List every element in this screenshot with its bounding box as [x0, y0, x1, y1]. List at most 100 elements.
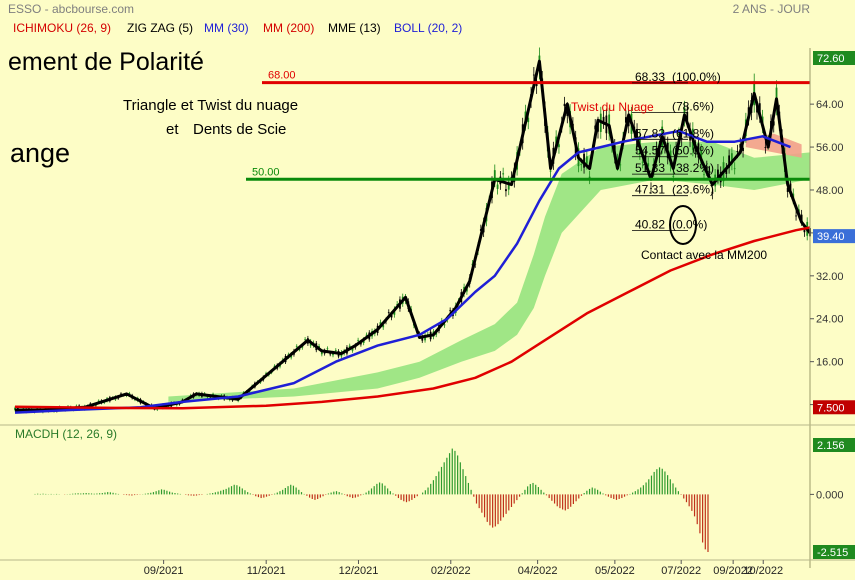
axes: 64.0056.0048.0040.0032.0024.0016.008.000… — [0, 48, 855, 577]
annotation-triangle: Triangle et Twist du nuage — [123, 97, 298, 114]
legend-mme13: MME (13) — [328, 21, 381, 35]
fib-pct: (38.2%) — [672, 161, 714, 175]
candle-body — [351, 348, 354, 351]
fib-value: 51.33 — [635, 161, 665, 175]
candle-body — [566, 109, 569, 117]
candle-body — [800, 214, 803, 222]
candle-body — [563, 103, 566, 107]
candle-body — [332, 352, 334, 356]
candle-body — [655, 147, 658, 155]
macd-label-text: -2.515 — [817, 547, 848, 559]
annotation-range: ange — [10, 138, 70, 168]
y-tick-label: 24.00 — [816, 314, 844, 326]
macd-zero-label: 0.000 — [816, 489, 844, 501]
symbol-label: ESSO - abcbourse.com — [8, 2, 134, 16]
horizontal-lines: 68.00 50.00 — [246, 70, 810, 181]
y-tick-label: 16.00 — [816, 357, 844, 369]
candle-body — [334, 350, 337, 351]
candle-body — [265, 373, 267, 375]
x-tick-label: 11/2021 — [247, 565, 286, 577]
candle-body — [728, 155, 731, 168]
price-label-bg — [813, 400, 855, 415]
candle-body — [619, 164, 622, 166]
legend-boll: BOLL (20, 2) — [394, 21, 462, 35]
candle-body — [583, 153, 585, 168]
x-tick-label: 07/2022 — [661, 565, 701, 577]
annotation-polarity: ement de Polarité — [8, 48, 204, 76]
candle-body — [680, 137, 683, 140]
x-tick-label: 04/2022 — [518, 565, 558, 577]
candle-body — [387, 312, 390, 313]
y-tick-label: 32.00 — [816, 271, 844, 283]
candle-body — [549, 170, 552, 172]
candle-body — [125, 395, 128, 397]
price-label-text: 39.40 — [817, 231, 845, 243]
x-tick-label: 10/2022 — [743, 565, 783, 577]
macd-label-bg — [813, 545, 855, 559]
price-label-bg — [813, 51, 855, 65]
macd-label-text: 2.156 — [817, 440, 845, 452]
price-label-text: 7.500 — [817, 402, 845, 414]
legend-mm200: MM (200) — [263, 21, 314, 35]
candle-body — [36, 408, 39, 409]
candle-body — [742, 147, 744, 152]
fib-pct: (78.6%) — [672, 100, 714, 114]
candle-body — [558, 144, 560, 148]
candle-body — [421, 337, 424, 341]
y-tick-label: 64.00 — [816, 99, 844, 111]
x-tick-label: 12/2021 — [339, 565, 379, 577]
candle-body — [357, 339, 360, 341]
candle-body — [736, 150, 739, 152]
candle-body — [708, 171, 711, 173]
x-tick-label: 02/2022 — [431, 565, 471, 577]
candle-body — [725, 168, 728, 174]
candle-body — [505, 189, 507, 192]
y-tick-label: 56.00 — [816, 142, 844, 154]
candle-body — [532, 74, 535, 76]
candle-body — [803, 229, 806, 233]
hline-label-1: 50.00 — [252, 166, 280, 178]
candle-body — [304, 339, 307, 341]
candle-body — [624, 117, 627, 123]
annotation-twist: Twist du Nuage — [571, 100, 654, 114]
candle-body — [764, 147, 767, 148]
candle-body — [120, 393, 122, 395]
candle-body — [588, 176, 591, 179]
candle-body — [786, 187, 789, 192]
macd-label-bg — [813, 438, 855, 452]
candle-body — [502, 173, 505, 175]
price-label-bg — [813, 229, 855, 244]
candle-body — [641, 161, 644, 163]
candle-body — [97, 400, 100, 402]
candle-body — [580, 164, 583, 166]
candle-body — [379, 322, 382, 325]
fib-pct: (23.6%) — [672, 183, 714, 197]
candle-body — [739, 143, 742, 148]
annotation-dents: Dents de Scie — [193, 121, 286, 138]
ichimoku-cloud — [168, 133, 810, 402]
candle-body — [295, 346, 298, 348]
candle-body — [647, 163, 650, 167]
fib-pct: (0.0%) — [672, 218, 707, 232]
candle-body — [585, 156, 588, 164]
candle-body — [212, 393, 214, 395]
candle-body — [396, 304, 399, 305]
candle-body — [390, 314, 393, 318]
series-line-1 — [14, 129, 791, 414]
candle-body — [443, 324, 446, 326]
fibonacci-levels: 68.33 (100.0%) (78.6%) 57.82 (61.8%) 54.57 (50… — [632, 70, 721, 232]
candle-body — [298, 349, 301, 350]
candle-body — [94, 405, 97, 407]
candle-body — [273, 365, 276, 367]
fib-value: 54.57 — [635, 144, 665, 158]
fib-pct: (61.8%) — [672, 126, 714, 140]
cloud-twist-red — [745, 133, 802, 158]
legend-ichimoku: ICHIMOKU (26, 9) — [13, 21, 111, 35]
candle-body — [602, 116, 605, 123]
candle-body — [672, 176, 675, 177]
x-tick-label: 09/2021 — [144, 565, 184, 577]
legend-zigzag: ZIG ZAG (5) — [127, 21, 193, 35]
x-tick-label: 09/2022 — [713, 565, 753, 577]
